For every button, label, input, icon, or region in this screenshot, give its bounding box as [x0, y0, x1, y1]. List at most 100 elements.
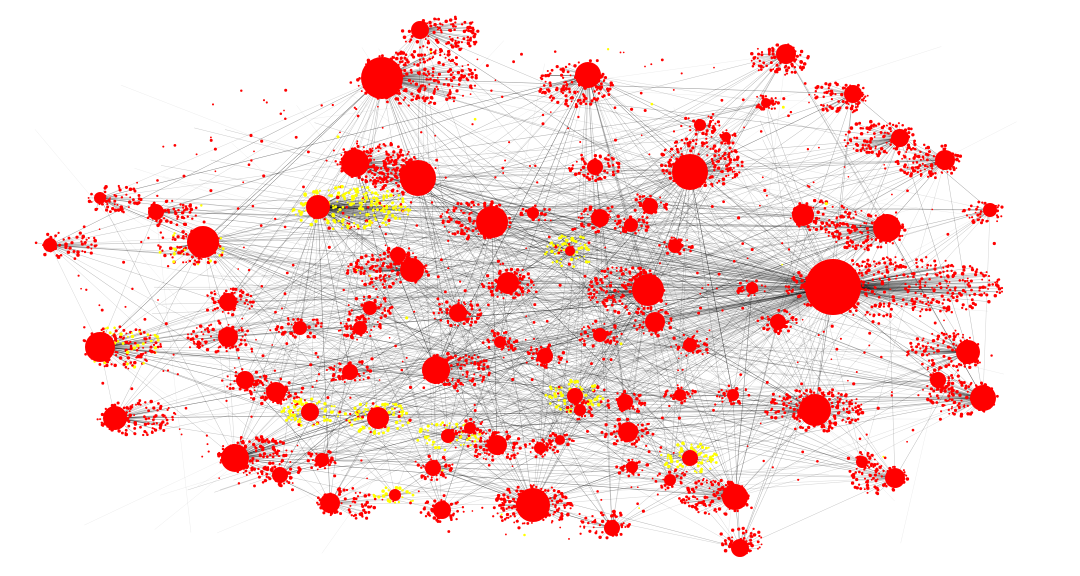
- edge: [234, 411, 311, 459]
- edge: [642, 286, 834, 479]
- edge: [419, 29, 475, 37]
- leaf-node: [431, 74, 435, 77]
- leaf-node: [760, 51, 764, 54]
- leaf-node: [426, 96, 429, 100]
- leaf-node: [787, 66, 791, 70]
- leaf-node: [775, 43, 780, 47]
- edge: [381, 77, 901, 139]
- edge: [99, 197, 863, 463]
- edge: [435, 369, 541, 449]
- edge: [394, 409, 816, 496]
- edge: [202, 241, 449, 437]
- edge: [900, 379, 939, 544]
- edge: [559, 74, 589, 441]
- leaf-node: [454, 56, 458, 60]
- edge: [49, 244, 101, 348]
- leaf-node: [579, 101, 583, 105]
- edge: [298, 224, 632, 467]
- edge: [381, 77, 681, 396]
- edge: [217, 427, 471, 534]
- leaf-node: [409, 68, 413, 72]
- edge: [354, 162, 571, 252]
- edge: [666, 286, 834, 319]
- leaf-node: [402, 35, 407, 40]
- edge: [202, 241, 736, 498]
- edge: [84, 245, 676, 526]
- edge: [299, 159, 946, 329]
- edge: [417, 177, 656, 323]
- edge: [317, 206, 471, 429]
- edge: [532, 171, 691, 214]
- edge: [573, 286, 834, 377]
- edge: [579, 397, 984, 411]
- edge: [457, 289, 649, 314]
- edge: [562, 286, 834, 357]
- leaf-node: [609, 81, 613, 85]
- edge: [435, 53, 787, 371]
- edge: [234, 162, 356, 459]
- edge: [309, 411, 534, 506]
- leaf-node: [606, 89, 610, 93]
- leaf-node: [473, 68, 477, 72]
- leaf-node: [441, 63, 445, 67]
- edge: [539, 447, 691, 459]
- edge: [362, 286, 834, 406]
- leaf-node: [360, 90, 363, 93]
- edge: [259, 195, 834, 288]
- leaf-node: [799, 60, 803, 64]
- edge: [496, 321, 656, 446]
- edge: [587, 74, 601, 219]
- edge: [275, 77, 383, 393]
- leaf-node: [752, 62, 756, 66]
- edge: [539, 209, 991, 455]
- edge: [599, 217, 816, 411]
- edge: [155, 211, 888, 229]
- edge: [435, 369, 863, 463]
- edge: [381, 77, 649, 291]
- edge: [114, 77, 383, 419]
- leaf-node: [453, 61, 456, 64]
- edge: [886, 227, 896, 479]
- edge: [417, 177, 969, 353]
- leaf-node: [466, 35, 470, 39]
- leaf-node: [410, 92, 414, 96]
- leaf-node: [411, 98, 415, 101]
- edge: [359, 137, 901, 329]
- edge: [574, 379, 939, 397]
- leaf-node: [412, 95, 415, 98]
- edge: [187, 286, 834, 491]
- leaf-node: [424, 38, 427, 41]
- edge: [594, 166, 998, 219]
- leaf-node: [402, 98, 405, 101]
- leaf-node: [437, 17, 441, 21]
- edge: [157, 286, 834, 431]
- edge: [329, 245, 676, 504]
- edge: [578, 130, 834, 288]
- edge: [377, 397, 984, 419]
- edge: [377, 409, 816, 419]
- leaf-node: [454, 41, 458, 46]
- leaf-node: [556, 100, 560, 105]
- edge: [329, 479, 671, 504]
- leaf-node: [795, 54, 799, 58]
- leaf-node: [463, 20, 467, 24]
- edge: [309, 206, 319, 413]
- edge: [435, 286, 834, 371]
- edge: [114, 286, 834, 419]
- edge: [160, 286, 834, 496]
- edge: [689, 171, 734, 396]
- edge: [397, 254, 691, 346]
- edge: [720, 286, 834, 500]
- edge: [491, 221, 671, 481]
- edge: [420, 286, 834, 382]
- edge: [587, 74, 613, 529]
- edge: [457, 227, 888, 314]
- leaf-node: [561, 91, 565, 95]
- edge: [317, 206, 493, 223]
- edge: [594, 166, 984, 399]
- edge: [417, 177, 984, 399]
- edge: [620, 271, 834, 288]
- edge: [419, 29, 474, 43]
- edge: [234, 206, 319, 459]
- edge: [417, 177, 939, 381]
